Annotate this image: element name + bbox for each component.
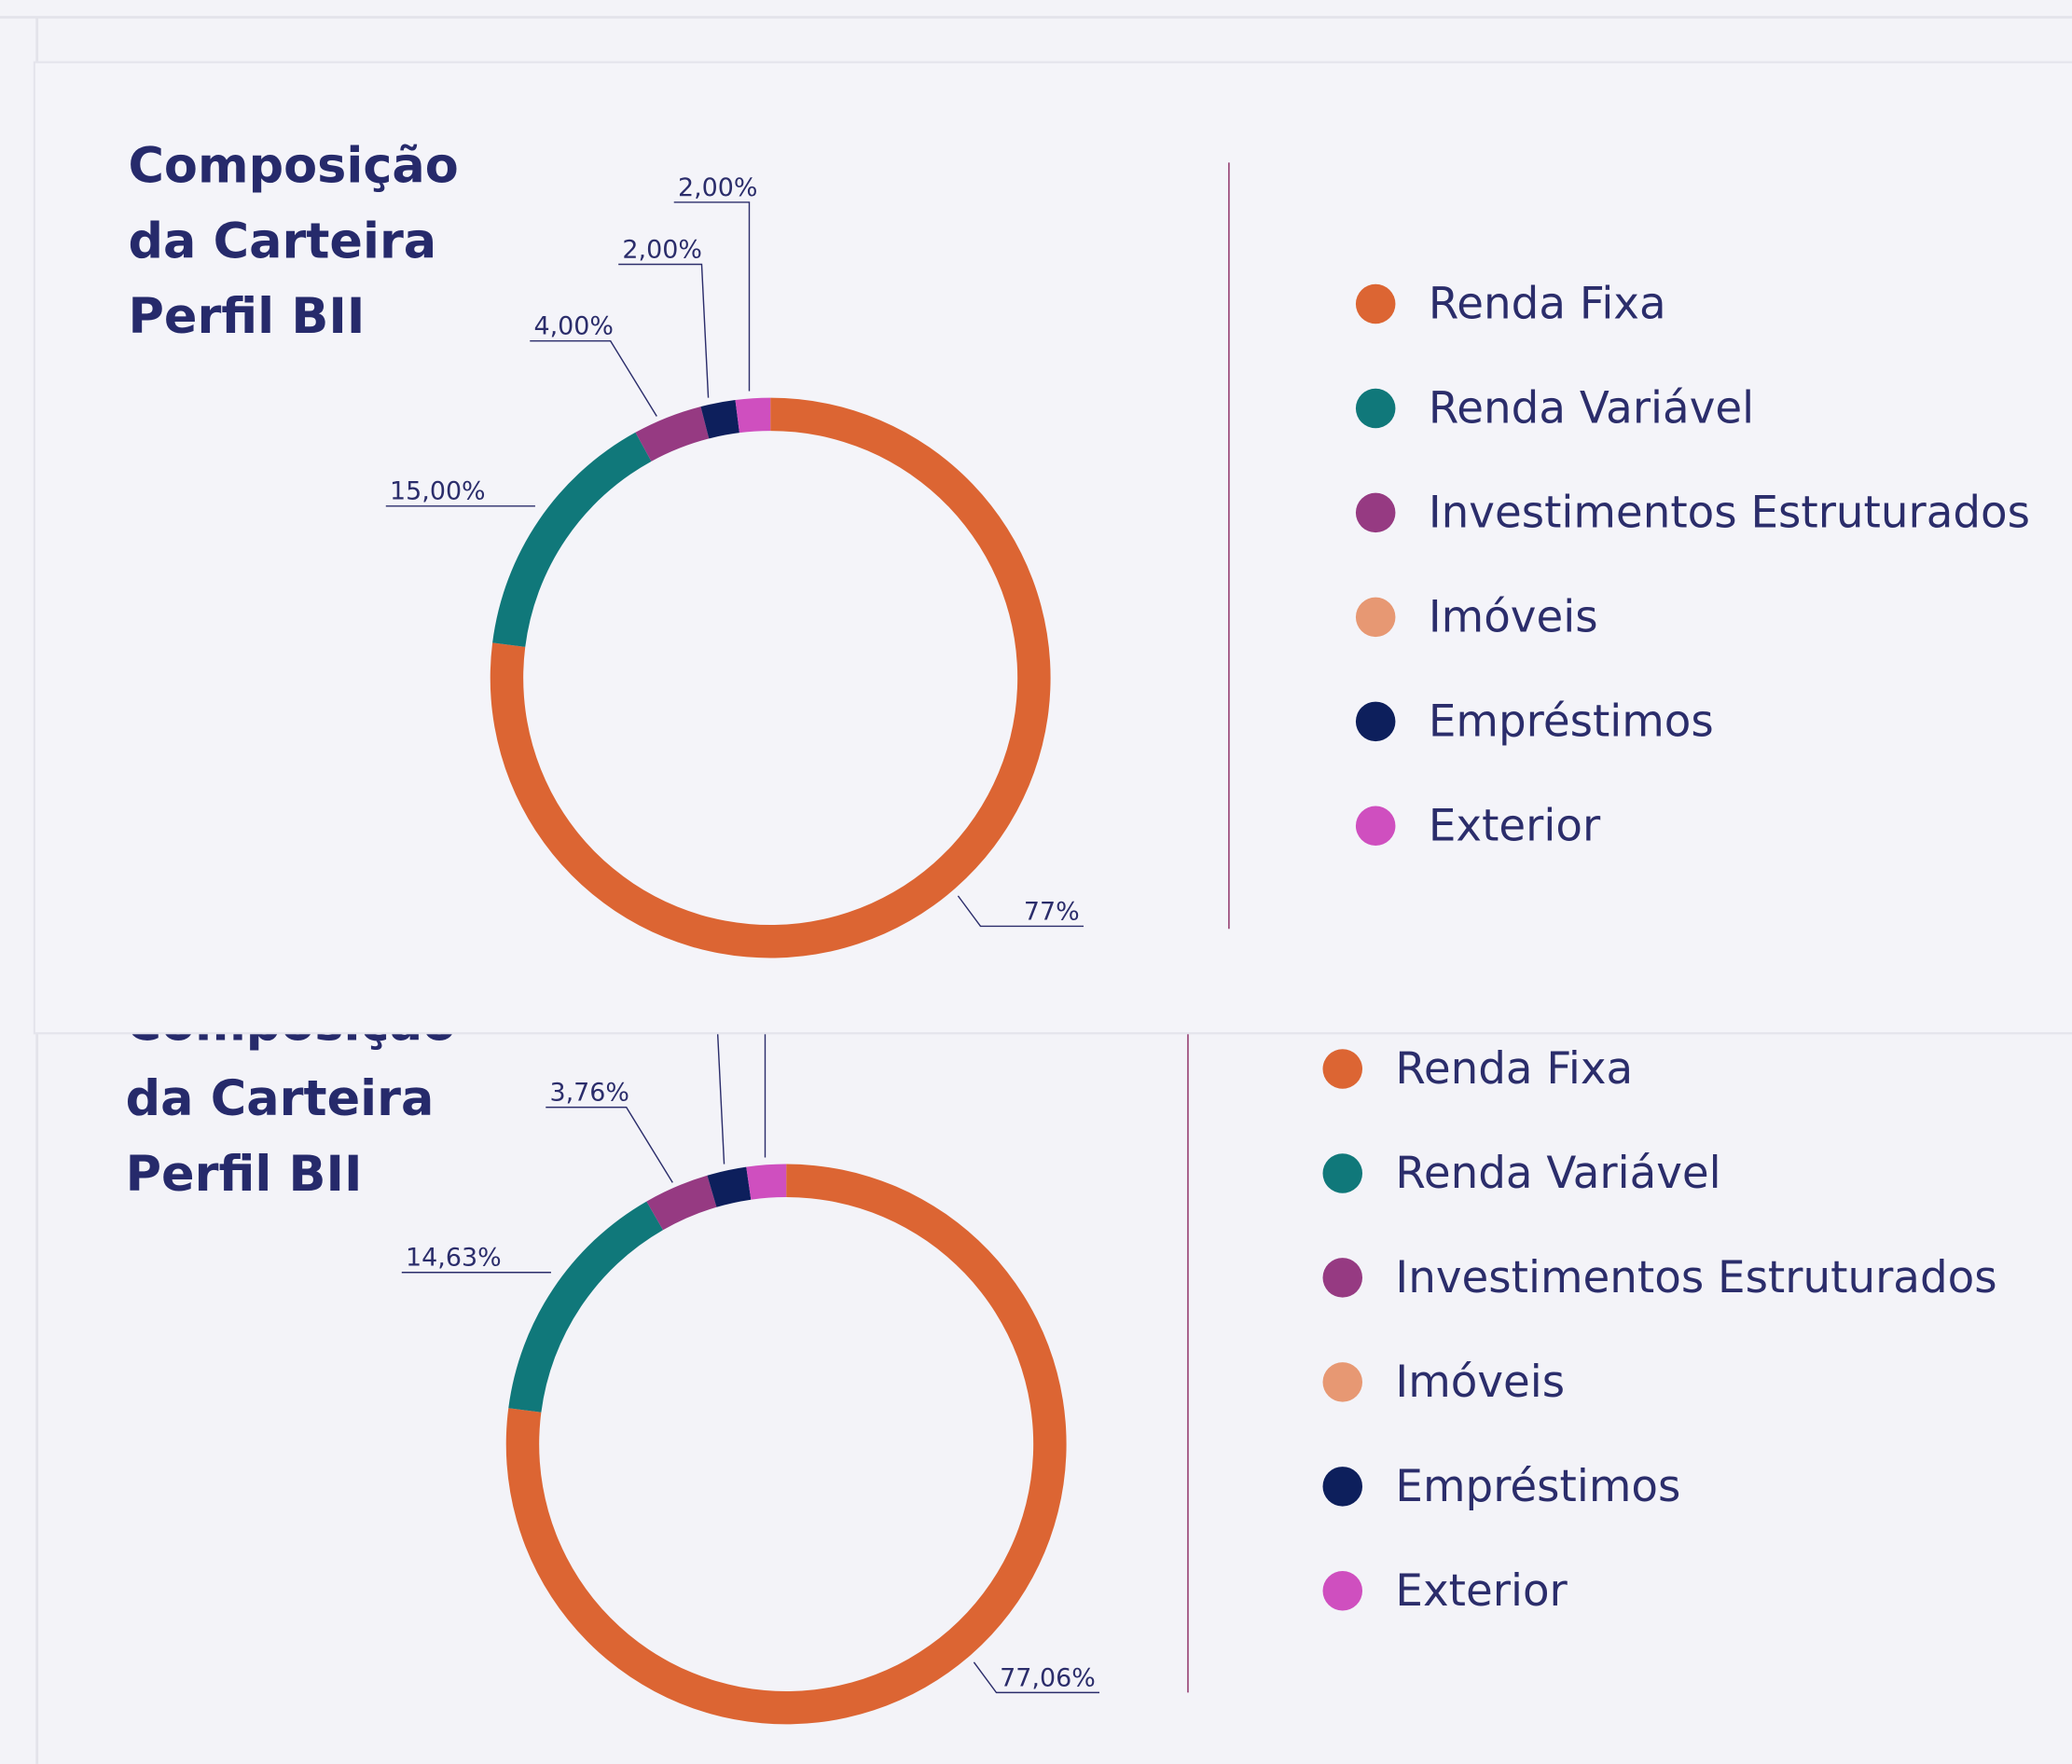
donut-segment [707, 1166, 752, 1207]
leader-line [634, 1029, 725, 1165]
leader-line [973, 1661, 1100, 1694]
donut-segment [646, 1175, 717, 1231]
donut-segment [735, 397, 771, 434]
legend-label: Investimentos Estruturados [1429, 489, 2030, 539]
value-label: 3,76% [550, 1079, 629, 1108]
leader-line [530, 339, 657, 417]
legend-label: Exterior [1429, 801, 1601, 851]
legend-swatch [1355, 701, 1396, 742]
value-label: 77% [1024, 897, 1080, 926]
panel [33, 61, 2072, 1035]
value-label: 77,06% [1000, 1663, 1096, 1692]
title-box: Composição da Carteira Perfil BII [128, 137, 459, 345]
value-label: 4,00% [534, 312, 614, 341]
legend-swatch [1322, 1571, 1363, 1611]
chart-1: Composição da Carteira Perfil BII 77% 15,0… [128, 137, 2030, 958]
legend-label: Empréstimos [1429, 696, 1714, 747]
legend-label: Empréstimos [1395, 1462, 1680, 1512]
legend-label: Imóveis [1429, 592, 1598, 642]
donut-segment [492, 432, 652, 647]
legend-label: Exterior [1395, 1566, 1568, 1617]
value-label: 15,00% [390, 477, 486, 506]
donut-segment [508, 1201, 664, 1413]
donut-segment [635, 407, 710, 462]
leader-line [618, 263, 710, 398]
legend-label: Renda Fixa [1395, 1044, 1633, 1095]
donut-segment [700, 400, 739, 439]
legend-swatch [1322, 1153, 1363, 1193]
legend-swatch [1322, 1258, 1363, 1298]
legend-label: Investimentos Estruturados [1395, 1253, 1996, 1303]
leader-line [546, 1106, 673, 1183]
legend-label: Renda Variável [1395, 1149, 1720, 1199]
value-label: 2,00% [678, 173, 757, 202]
legend-swatch [1355, 388, 1396, 429]
chart-title: Composição da Carteira Perfil BII [128, 137, 459, 345]
legend-swatch [1322, 1049, 1363, 1089]
legend-label: Renda Fixa [1429, 280, 1666, 330]
legend-swatch [1355, 492, 1396, 533]
legend-label: Imóveis [1395, 1357, 1565, 1408]
value-label: 14,63% [406, 1244, 502, 1273]
leader-line [673, 201, 751, 392]
legend-label: Renda Variável [1429, 384, 1754, 434]
value-label: 2,00% [622, 235, 701, 264]
legend-swatch [1355, 597, 1396, 638]
legend-swatch [1322, 1362, 1363, 1402]
legend-swatch [1355, 283, 1396, 324]
legend-swatch [1355, 806, 1396, 847]
donut-segment [746, 1164, 787, 1200]
leader-line [957, 895, 1084, 928]
legend-swatch [1322, 1467, 1363, 1507]
chart-2: Composição da Carteira Perfil BII77,06%1… [126, 929, 1997, 1725]
